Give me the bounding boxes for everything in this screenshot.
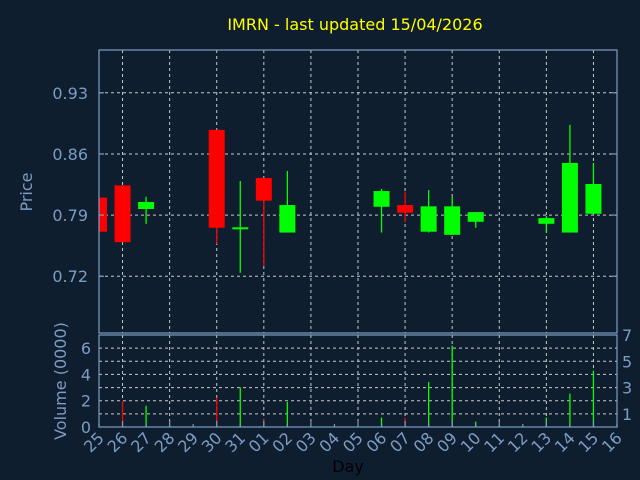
candle-body (420, 206, 437, 232)
candle-body (279, 205, 296, 233)
chart-title: IMRN - last updated 15/04/2026 (227, 15, 482, 34)
candle-body (467, 212, 484, 222)
volume-tick-label: 4 (81, 365, 91, 384)
candle-body (538, 218, 555, 224)
volume-tick-label: 2 (81, 392, 91, 411)
volume-plot-frame (98, 334, 618, 428)
volume-tick-label: 0 (81, 418, 91, 437)
candle-body (373, 191, 390, 207)
candle-body (561, 162, 578, 233)
volume-tick-label: 7 (622, 326, 632, 345)
volume-axis-label: Volume (0000) (51, 322, 70, 440)
y-tick-label: 0.93 (52, 84, 88, 103)
volume-tick-label: 1 (622, 405, 632, 424)
candle-body (444, 206, 461, 235)
candle-body (397, 205, 414, 213)
y-tick-label: 0.72 (52, 267, 88, 286)
volume-tick-label: 6 (81, 339, 91, 358)
candle-body (138, 201, 155, 209)
candle-body (114, 185, 131, 243)
y-axis-label: Price (17, 172, 36, 211)
candle-body (585, 183, 602, 214)
candle-body (255, 177, 272, 201)
volume-tick-label: 3 (622, 379, 632, 398)
candle-body (232, 227, 249, 230)
y-tick-label: 0.86 (52, 145, 88, 164)
candle-body (208, 129, 225, 228)
volume-tick-label: 5 (622, 352, 632, 371)
x-tick-label: 16 (598, 428, 626, 456)
y-tick-label: 0.79 (52, 206, 88, 225)
price-plot-frame (98, 49, 618, 334)
x-axis-label: Day (332, 457, 364, 476)
